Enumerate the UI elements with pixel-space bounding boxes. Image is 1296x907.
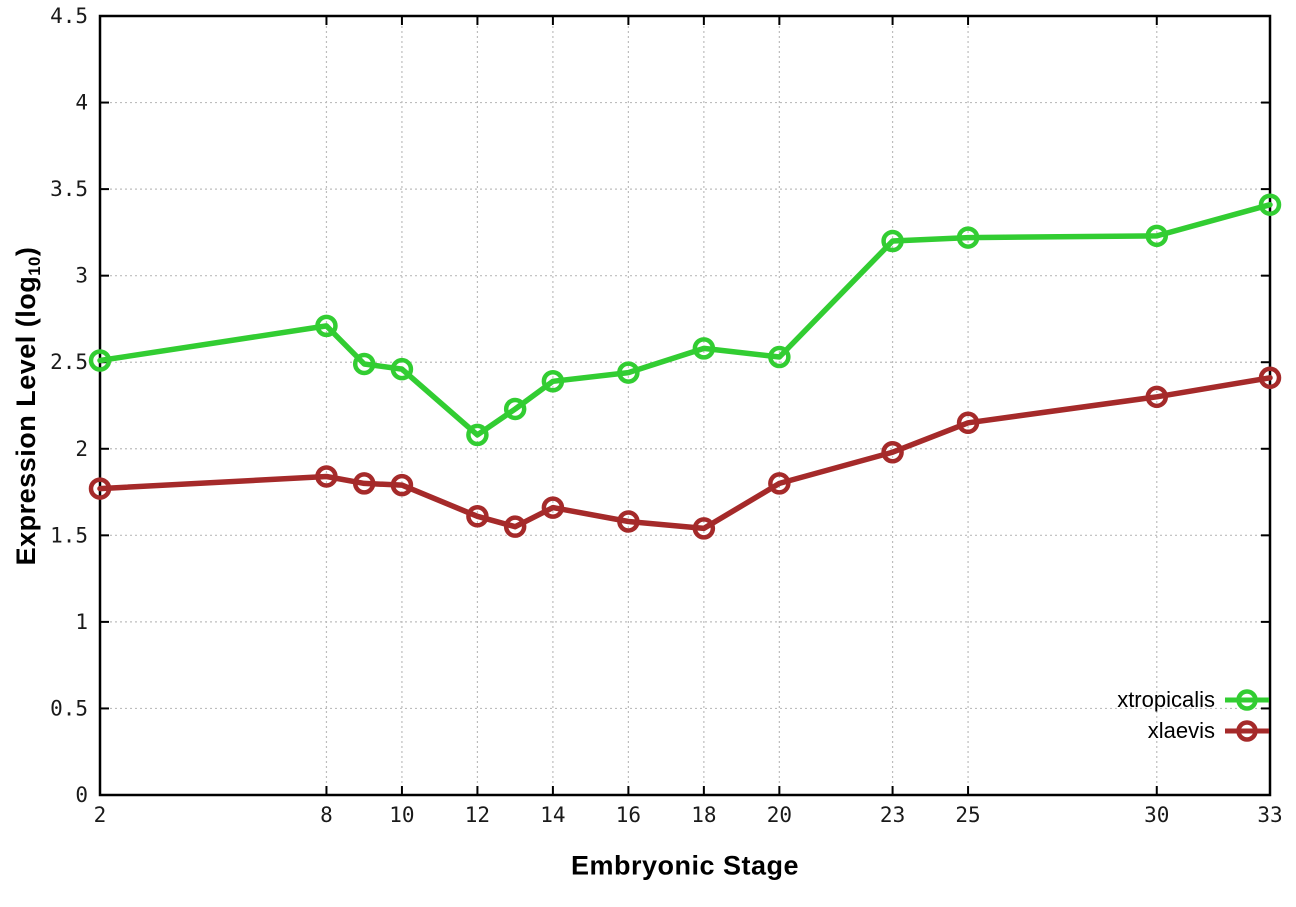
data-point-xtropicalis-10	[390, 357, 414, 381]
data-point-xlaevis-13	[503, 515, 527, 538]
y-tick-label-1.5: 1.5	[50, 523, 88, 547]
x-tick-label-25: 25	[955, 803, 980, 827]
legend-circle-marker-icon	[1236, 719, 1258, 742]
x-tick-label-10: 10	[389, 803, 414, 827]
data-point-xtropicalis-25	[956, 226, 980, 249]
data-point-xtropicalis-14	[541, 370, 565, 393]
y-tick-label-3: 3	[75, 264, 88, 288]
series-line-xlaevis	[97, 375, 1273, 532]
x-tick-label-30: 30	[1144, 803, 1169, 827]
legend-label-xtropicalis: xtropicalis	[1117, 686, 1215, 712]
data-point-xtropicalis-33	[1258, 193, 1282, 216]
legend-marker-xlaevis	[1225, 719, 1269, 742]
legend: xtropicalis xlaevis	[1117, 684, 1270, 746]
data-point-xlaevis-12	[466, 505, 489, 528]
data-point-xlaevis-30	[1145, 385, 1169, 409]
data-point-xtropicalis-20	[768, 345, 791, 369]
x-tick-label-16: 16	[616, 803, 641, 827]
data-point-xtropicalis-12	[466, 423, 489, 447]
y-tick-label-4.5: 4.5	[50, 4, 88, 28]
y-tick-label-0.5: 0.5	[50, 696, 88, 720]
legend-item-xlaevis: xlaevis	[1117, 715, 1270, 746]
data-point-xtropicalis-23	[881, 229, 904, 253]
data-point-xtropicalis-30	[1145, 224, 1169, 248]
data-point-xtropicalis-9	[352, 352, 376, 376]
data-point-xlaevis-16	[617, 510, 640, 533]
series-line-xtropicalis	[97, 201, 1273, 438]
data-point-xtropicalis-8	[315, 314, 338, 338]
x-tick-label-23: 23	[880, 803, 905, 827]
x-tick-label-12: 12	[465, 803, 490, 827]
plot-border	[98, 14, 1272, 797]
data-point-xlaevis-23	[881, 440, 904, 464]
y-axis-title-main: Expression Level (log	[10, 275, 41, 566]
x-tick-label-8: 8	[320, 803, 333, 827]
data-point-xlaevis-10	[390, 473, 414, 497]
y-axis-title: Expression Level (log10)	[11, 247, 45, 566]
y-axis-title-subscript: 10	[25, 256, 45, 276]
legend-circle-marker-icon	[1236, 688, 1258, 711]
data-point-xtropicalis-16	[617, 361, 640, 384]
y-tick-label-2: 2	[75, 437, 88, 461]
legend-item-xtropicalis: xtropicalis	[1117, 684, 1270, 715]
y-tick-label-4: 4	[75, 91, 88, 115]
x-tick-label-2: 2	[94, 803, 107, 827]
x-tick-label-20: 20	[767, 803, 792, 827]
data-point-xlaevis-9	[352, 472, 376, 495]
y-tick-label-0: 0	[75, 783, 88, 807]
y-tick-label-2.5: 2.5	[50, 350, 88, 374]
data-point-xtropicalis-13	[503, 397, 527, 421]
legend-marker-xtropicalis	[1225, 688, 1269, 711]
x-axis-title: Embryonic Stage	[570, 850, 800, 881]
data-point-xlaevis-25	[956, 411, 980, 435]
y-tick-label-3.5: 3.5	[50, 177, 88, 201]
x-tick-label-14: 14	[540, 803, 565, 827]
legend-label-xlaevis: xlaevis	[1147, 717, 1215, 743]
data-point-xlaevis-8	[315, 465, 338, 488]
data-point-xlaevis-33	[1258, 366, 1282, 390]
x-tick-label-18: 18	[691, 803, 716, 827]
data-point-xlaevis-20	[768, 472, 791, 495]
data-point-xlaevis-14	[541, 496, 565, 519]
x-tick-label-33: 33	[1257, 803, 1282, 827]
y-tick-label-1: 1	[75, 610, 88, 634]
data-point-xlaevis-18	[692, 517, 716, 540]
data-point-xtropicalis-18	[692, 337, 716, 360]
data-point-xlaevis-2	[88, 477, 112, 500]
y-axis-title-end: )	[10, 246, 41, 257]
data-point-xtropicalis-2	[88, 349, 112, 372]
